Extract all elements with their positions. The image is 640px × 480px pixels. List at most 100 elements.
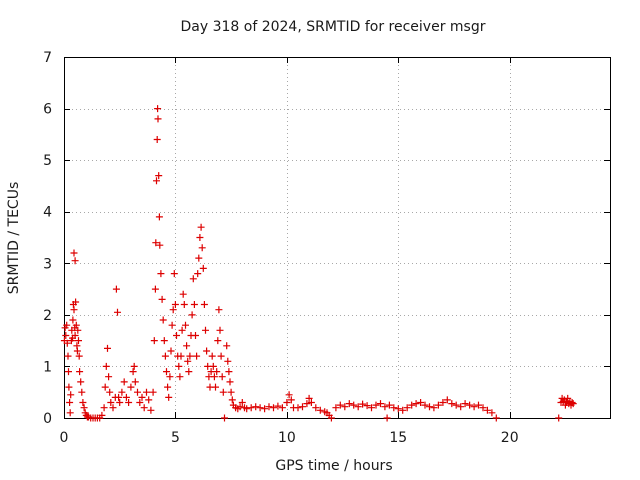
data-point bbox=[213, 368, 221, 376]
data-point bbox=[107, 399, 115, 406]
x-tick-label: 5 bbox=[171, 430, 180, 446]
data-point bbox=[147, 406, 155, 414]
data-point bbox=[210, 373, 218, 381]
data-point bbox=[368, 404, 375, 412]
data-point bbox=[212, 383, 219, 391]
data-point bbox=[168, 321, 176, 329]
data-point bbox=[65, 368, 72, 376]
data-point bbox=[198, 244, 206, 252]
data-point bbox=[125, 399, 133, 406]
data-point bbox=[170, 270, 178, 278]
data-point bbox=[569, 400, 577, 408]
data-point bbox=[63, 321, 71, 329]
data-point bbox=[194, 270, 202, 278]
data-point bbox=[63, 339, 71, 347]
data-point bbox=[381, 403, 389, 411]
data-point bbox=[359, 400, 367, 408]
data-point bbox=[470, 403, 478, 411]
data-point bbox=[120, 378, 128, 386]
y-tick-label: 6 bbox=[43, 102, 52, 118]
data-point bbox=[136, 399, 144, 406]
data-point bbox=[154, 115, 162, 123]
data-points bbox=[60, 105, 577, 422]
data-point bbox=[278, 404, 286, 412]
x-tick-label: 0 bbox=[60, 430, 69, 446]
data-point bbox=[312, 404, 320, 412]
data-point bbox=[164, 383, 172, 391]
data-point bbox=[163, 368, 170, 376]
data-point bbox=[203, 347, 211, 355]
data-point bbox=[196, 234, 204, 241]
data-point bbox=[152, 239, 160, 247]
data-point bbox=[190, 301, 198, 308]
data-point bbox=[252, 403, 260, 411]
data-point bbox=[218, 373, 226, 381]
data-point bbox=[559, 398, 567, 405]
data-point bbox=[178, 326, 186, 334]
data-point bbox=[426, 403, 433, 411]
data-point bbox=[461, 400, 469, 408]
data-point bbox=[457, 403, 465, 411]
y-tick-label: 1 bbox=[43, 359, 52, 375]
data-point bbox=[394, 405, 402, 413]
data-point bbox=[219, 388, 227, 396]
data-point bbox=[118, 388, 126, 396]
data-point bbox=[385, 401, 393, 409]
data-point bbox=[130, 362, 138, 370]
data-point bbox=[439, 399, 447, 406]
data-point bbox=[155, 213, 163, 221]
data-point bbox=[66, 399, 74, 406]
data-point bbox=[448, 400, 456, 408]
data-point bbox=[412, 400, 420, 408]
data-point bbox=[341, 403, 349, 411]
data-point bbox=[208, 352, 216, 360]
data-point bbox=[122, 393, 130, 401]
data-point bbox=[100, 404, 108, 412]
data-point bbox=[127, 383, 135, 391]
data-point bbox=[159, 316, 167, 324]
data-point bbox=[75, 352, 83, 360]
data-point bbox=[214, 337, 222, 345]
data-point bbox=[151, 285, 159, 293]
data-point bbox=[180, 301, 188, 308]
data-point bbox=[167, 347, 175, 355]
plot-frame bbox=[64, 57, 611, 419]
data-point bbox=[184, 357, 192, 365]
data-point bbox=[78, 388, 86, 396]
data-point bbox=[65, 383, 73, 391]
data-point bbox=[307, 399, 315, 406]
data-point bbox=[483, 406, 491, 414]
data-point bbox=[283, 399, 291, 406]
data-point bbox=[261, 405, 269, 413]
data-point bbox=[287, 396, 295, 404]
data-point bbox=[75, 337, 82, 345]
data-point bbox=[102, 362, 110, 370]
data-point bbox=[70, 306, 78, 314]
data-point bbox=[479, 404, 487, 412]
data-point bbox=[354, 403, 362, 411]
data-point bbox=[66, 409, 74, 417]
data-point bbox=[372, 401, 380, 409]
data-point bbox=[188, 311, 196, 319]
data-point bbox=[225, 368, 233, 376]
data-point bbox=[221, 414, 228, 422]
data-point bbox=[227, 388, 235, 396]
data-point bbox=[197, 223, 205, 231]
data-point bbox=[72, 321, 80, 329]
data-point bbox=[316, 406, 324, 414]
data-point bbox=[73, 347, 81, 355]
data-point bbox=[62, 332, 70, 339]
data-point bbox=[189, 275, 197, 283]
data-point bbox=[158, 295, 166, 303]
data-point bbox=[186, 352, 194, 360]
data-point bbox=[156, 241, 164, 249]
data-point bbox=[134, 388, 141, 396]
data-point bbox=[105, 373, 113, 381]
data-point bbox=[179, 290, 187, 298]
data-point bbox=[390, 404, 398, 412]
chart-title: Day 318 of 2024, SRMTID for receiver msg… bbox=[181, 19, 486, 35]
data-point bbox=[157, 270, 165, 278]
data-point bbox=[350, 401, 358, 409]
y-tick-labels: 0 1 2 3 4 5 6 7 bbox=[43, 50, 52, 427]
data-point bbox=[64, 352, 72, 360]
